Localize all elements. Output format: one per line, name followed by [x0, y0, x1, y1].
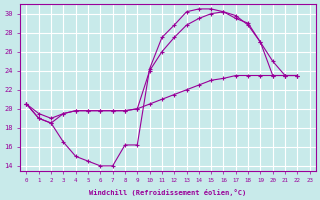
X-axis label: Windchill (Refroidissement éolien,°C): Windchill (Refroidissement éolien,°C) [90, 189, 247, 196]
